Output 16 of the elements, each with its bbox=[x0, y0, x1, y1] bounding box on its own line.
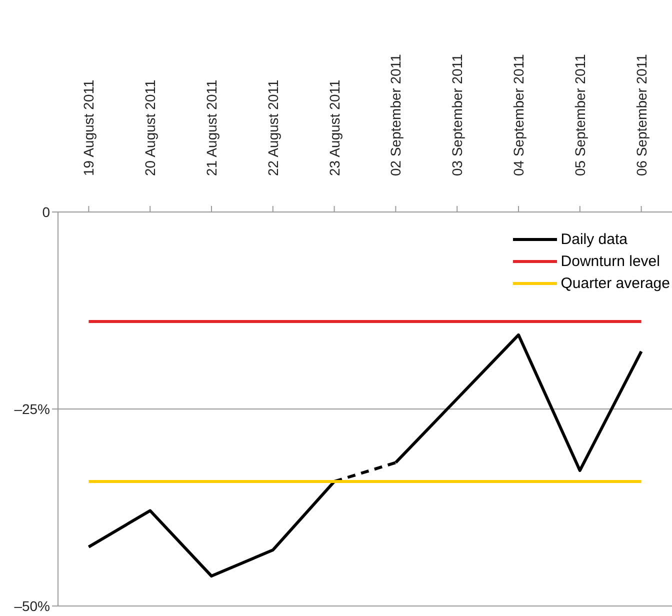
x-tick-label: 05 September 2011 bbox=[572, 54, 588, 176]
y-tick-label: –50% bbox=[14, 598, 50, 614]
legend-label: Downturn level bbox=[560, 252, 660, 270]
x-tick-label: 21 August 2011 bbox=[204, 80, 220, 176]
x-tick-label: 19 August 2011 bbox=[80, 80, 97, 176]
legend-label: Quarter average bbox=[560, 274, 670, 292]
x-tick-label: 02 September 2011 bbox=[388, 54, 404, 176]
x-tick-label: 20 August 2011 bbox=[142, 80, 158, 176]
x-tick-label: 23 August 2011 bbox=[326, 80, 342, 176]
y-tick-label: –25% bbox=[14, 400, 50, 417]
x-tick-label: 22 August 2011 bbox=[264, 80, 281, 176]
y-tick-label: 0 bbox=[42, 204, 50, 220]
x-tick-label: 04 September 2011 bbox=[510, 54, 526, 176]
legend-label: Daily data bbox=[560, 230, 628, 248]
x-tick-label: 03 September 2011 bbox=[449, 54, 466, 176]
x-tick-label: 06 September 2011 bbox=[633, 54, 650, 176]
